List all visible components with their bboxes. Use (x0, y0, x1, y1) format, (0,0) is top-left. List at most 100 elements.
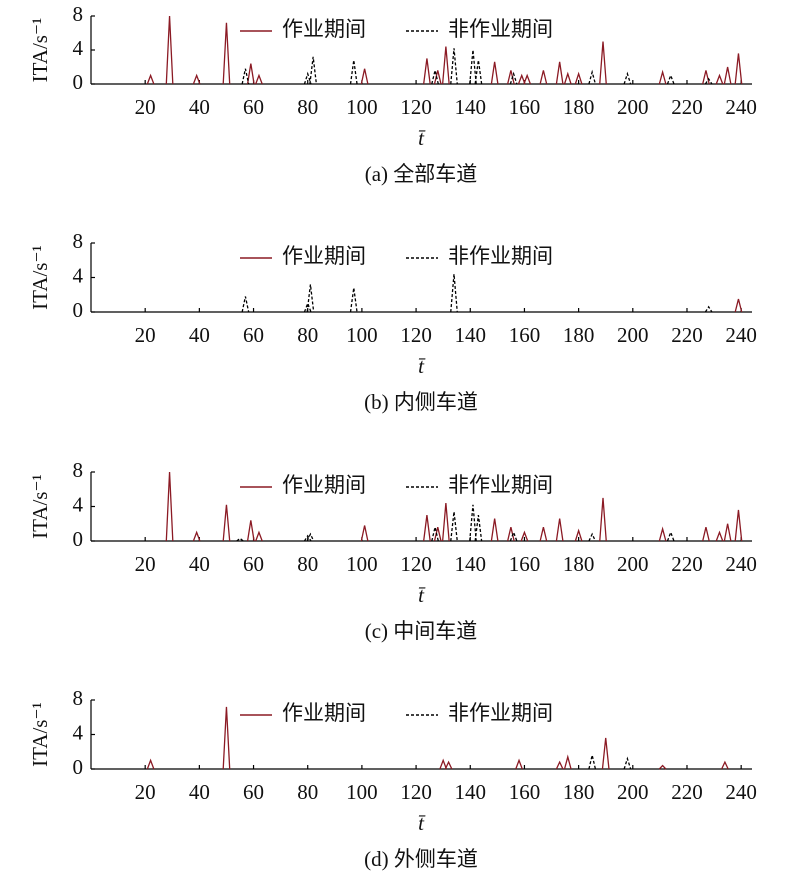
x-tick-label: 200 (617, 323, 649, 347)
spike (599, 497, 607, 542)
panel: 0 4 8 20 40 60 80 100 120 140 160 180 200 220 240 ITA/s… (28, 458, 757, 643)
x-tick-label: 160 (509, 552, 541, 576)
y-tick-label: 0 (73, 755, 84, 779)
x-tick-label: 200 (617, 780, 649, 804)
spike (306, 532, 315, 542)
spike (517, 73, 526, 85)
x-tick-label: 140 (455, 552, 487, 576)
spike (309, 56, 318, 85)
spike (433, 527, 442, 542)
y-tick-label: 0 (73, 527, 84, 551)
spike (246, 520, 255, 542)
spike (588, 532, 597, 542)
spike (360, 525, 369, 542)
spike (539, 527, 548, 542)
x-tick-label: 120 (400, 323, 432, 347)
x-tick-label: 40 (189, 552, 210, 576)
spike (509, 71, 518, 85)
x-tick-label: 100 (346, 552, 378, 576)
spike (601, 737, 610, 770)
spike (423, 515, 431, 542)
y-tick-label: 4 (73, 492, 84, 516)
spike (474, 515, 483, 542)
spike (146, 758, 155, 770)
panel: 0 4 8 20 40 60 80 100 120 140 160 180 200 220 240 ITA/s… (28, 686, 757, 871)
spike (515, 758, 523, 770)
caption: (b) 内侧车道 (364, 390, 478, 414)
y-tick-label: 8 (73, 229, 84, 253)
spike (441, 502, 450, 542)
spike (555, 61, 564, 85)
spike (165, 471, 174, 542)
spike (441, 46, 450, 85)
y-axis-label: ITA/s⁻¹ (28, 245, 52, 310)
x-tick-label: 240 (725, 780, 757, 804)
spike (192, 530, 201, 542)
x-tick-label: 40 (189, 323, 210, 347)
y-tick-label: 4 (73, 720, 84, 744)
legend-label: 非作业期间 (448, 244, 553, 268)
spike (555, 518, 564, 542)
spike (623, 71, 632, 85)
x-tick-label: 100 (346, 95, 378, 119)
x-tick-label: 60 (243, 552, 264, 576)
spike (490, 61, 499, 85)
x-tick-label: 140 (455, 323, 487, 347)
y-tick-label: 4 (73, 36, 84, 60)
spike (439, 758, 448, 770)
spike (450, 511, 458, 542)
x-tick-label: 20 (135, 323, 156, 347)
x-tick-label: 220 (671, 552, 703, 576)
spike (723, 66, 732, 85)
spike (474, 60, 483, 85)
x-tick-label: 120 (400, 552, 432, 576)
spike (222, 504, 231, 542)
x-tick-label: 180 (563, 95, 595, 119)
spike (246, 63, 255, 85)
y-axis-label: ITA/s⁻¹ (28, 474, 52, 539)
panel: 0 4 8 20 40 60 80 100 120 140 160 180 200 220 240 ITA/s… (28, 2, 757, 186)
spike (563, 71, 572, 85)
spike (222, 22, 231, 85)
spike (509, 530, 518, 542)
x-tick-label: 40 (189, 95, 210, 119)
spike (450, 273, 458, 313)
spike (723, 523, 732, 542)
spike (349, 287, 358, 313)
y-tick-label: 0 (73, 70, 84, 94)
x-axis-label: t̄ (418, 354, 426, 378)
x-tick-label: 60 (243, 95, 264, 119)
caption: (a) 全部车道 (365, 162, 478, 186)
spike (721, 760, 729, 770)
x-tick-label: 140 (455, 780, 487, 804)
x-tick-label: 180 (563, 323, 595, 347)
x-tick-label: 180 (563, 780, 595, 804)
y-tick-label: 4 (73, 263, 84, 287)
legend-label: 作业期间 (282, 701, 366, 725)
x-tick-label: 220 (671, 323, 703, 347)
spike (469, 504, 477, 542)
legend-label: 作业期间 (282, 17, 366, 41)
spike (444, 760, 453, 770)
spike (734, 298, 743, 313)
spike (520, 530, 529, 542)
x-axis-label: t̄ (418, 126, 426, 150)
x-tick-label: 120 (400, 95, 432, 119)
x-tick-label: 20 (135, 780, 156, 804)
y-axis-label: ITA/s⁻¹ (28, 702, 52, 767)
panel: 0 4 8 20 40 60 80 100 120 140 160 180 200 220 240 ITA/s… (28, 229, 757, 414)
x-tick-label: 220 (671, 95, 703, 119)
spike (360, 68, 369, 85)
spike (666, 73, 675, 85)
spike (734, 509, 743, 542)
legend-label: 非作业期间 (448, 473, 553, 497)
spike (306, 284, 315, 313)
x-tick-label: 180 (563, 552, 595, 576)
spike (715, 73, 724, 85)
spike (704, 77, 713, 85)
spike (241, 296, 250, 313)
legend-label: 非作业期间 (448, 17, 553, 41)
spike (423, 58, 431, 85)
x-tick-label: 160 (509, 323, 541, 347)
